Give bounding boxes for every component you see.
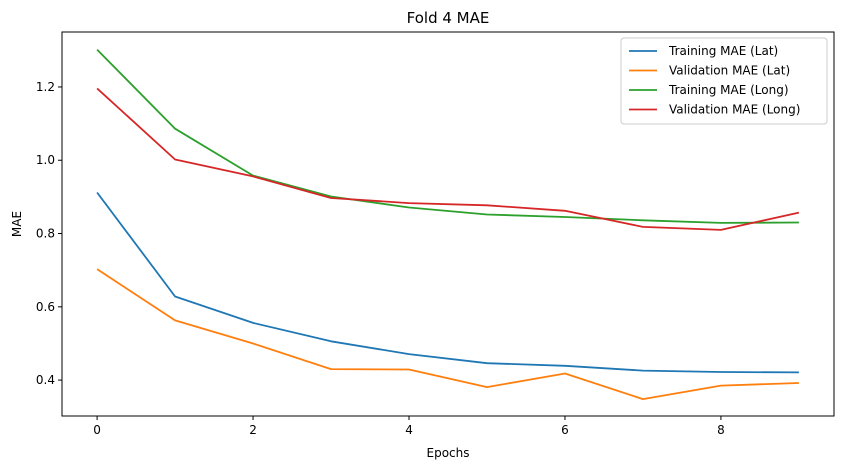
x-tick-label: 6 <box>561 423 569 437</box>
y-axis: 0.4 0.6 0.8 1.0 1.2 <box>36 80 62 387</box>
plot-area <box>96 48 800 401</box>
x-tick-label: 8 <box>717 423 725 437</box>
legend-label-validation-mae-lat: Validation MAE (Lat) <box>669 64 790 78</box>
legend: Training MAE (Lat) Validation MAE (Lat) Tr… <box>620 37 828 125</box>
series-line-validation-mae-long <box>96 87 800 231</box>
series-line-validation-mae-lat <box>96 268 799 401</box>
y-tick-label: 1.0 <box>36 153 55 167</box>
x-tick-label: 2 <box>249 423 257 437</box>
legend-label-validation-mae-long: Validation MAE (Long) <box>669 103 800 117</box>
legend-box <box>620 37 828 125</box>
legend-label-training-mae-long: Training MAE (Long) <box>668 83 789 97</box>
x-axis: 0 2 4 6 8 <box>93 416 725 437</box>
x-axis-title: Epochs <box>427 446 470 460</box>
y-tick-label: 0.8 <box>36 227 55 241</box>
series-line-training-mae-lat <box>96 191 799 374</box>
plot-frame <box>61 31 835 417</box>
series-line-training-mae-long <box>96 48 799 224</box>
x-tick-label: 0 <box>93 423 101 437</box>
y-tick-label: 0.6 <box>36 300 55 314</box>
chart-title: Fold 4 MAE <box>407 9 490 27</box>
y-axis-title: MAE <box>10 211 24 237</box>
y-tick-label: 0.4 <box>36 373 55 387</box>
x-tick-label: 4 <box>405 423 413 437</box>
y-tick-label: 1.2 <box>36 80 55 94</box>
legend-label-training-mae-lat: Training MAE (Lat) <box>668 44 778 58</box>
